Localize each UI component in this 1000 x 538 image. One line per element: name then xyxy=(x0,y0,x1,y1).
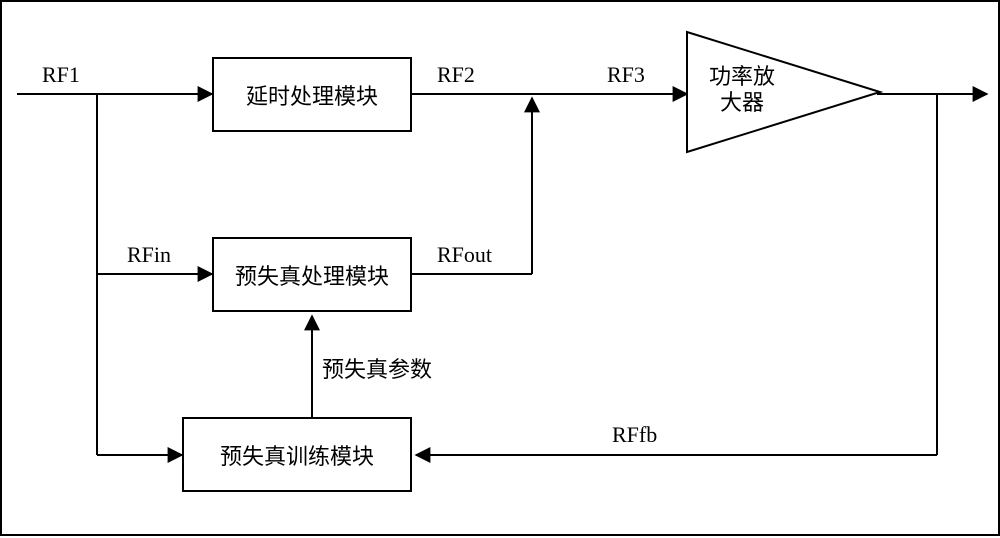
rfin-label: RFin xyxy=(127,242,171,268)
param-label: 预失真参数 xyxy=(322,352,432,384)
delay-module-block: 延时处理模块 xyxy=(212,57,412,132)
training-module-block: 预失真训练模块 xyxy=(182,417,412,492)
predistortion-module-label: 预失真处理模块 xyxy=(235,259,389,291)
rfout-label: RFout xyxy=(437,242,492,268)
delay-module-label: 延时处理模块 xyxy=(246,79,378,111)
amplifier-block: 功率放 大器 xyxy=(697,64,787,117)
amplifier-label-2: 大器 xyxy=(720,90,764,115)
training-module-label: 预失真训练模块 xyxy=(220,439,374,471)
block-diagram: 延时处理模块 预失真处理模块 预失真训练模块 功率放 大器 RF1 RF2 RF… xyxy=(0,0,1000,536)
connector-layer xyxy=(2,2,1000,538)
rf1-label: RF1 xyxy=(42,62,80,88)
amplifier-label-1: 功率放 xyxy=(709,64,775,89)
rf3-label: RF3 xyxy=(607,62,645,88)
rf2-label: RF2 xyxy=(437,62,475,88)
rffb-label: RFfb xyxy=(612,422,657,448)
predistortion-module-block: 预失真处理模块 xyxy=(212,237,412,312)
